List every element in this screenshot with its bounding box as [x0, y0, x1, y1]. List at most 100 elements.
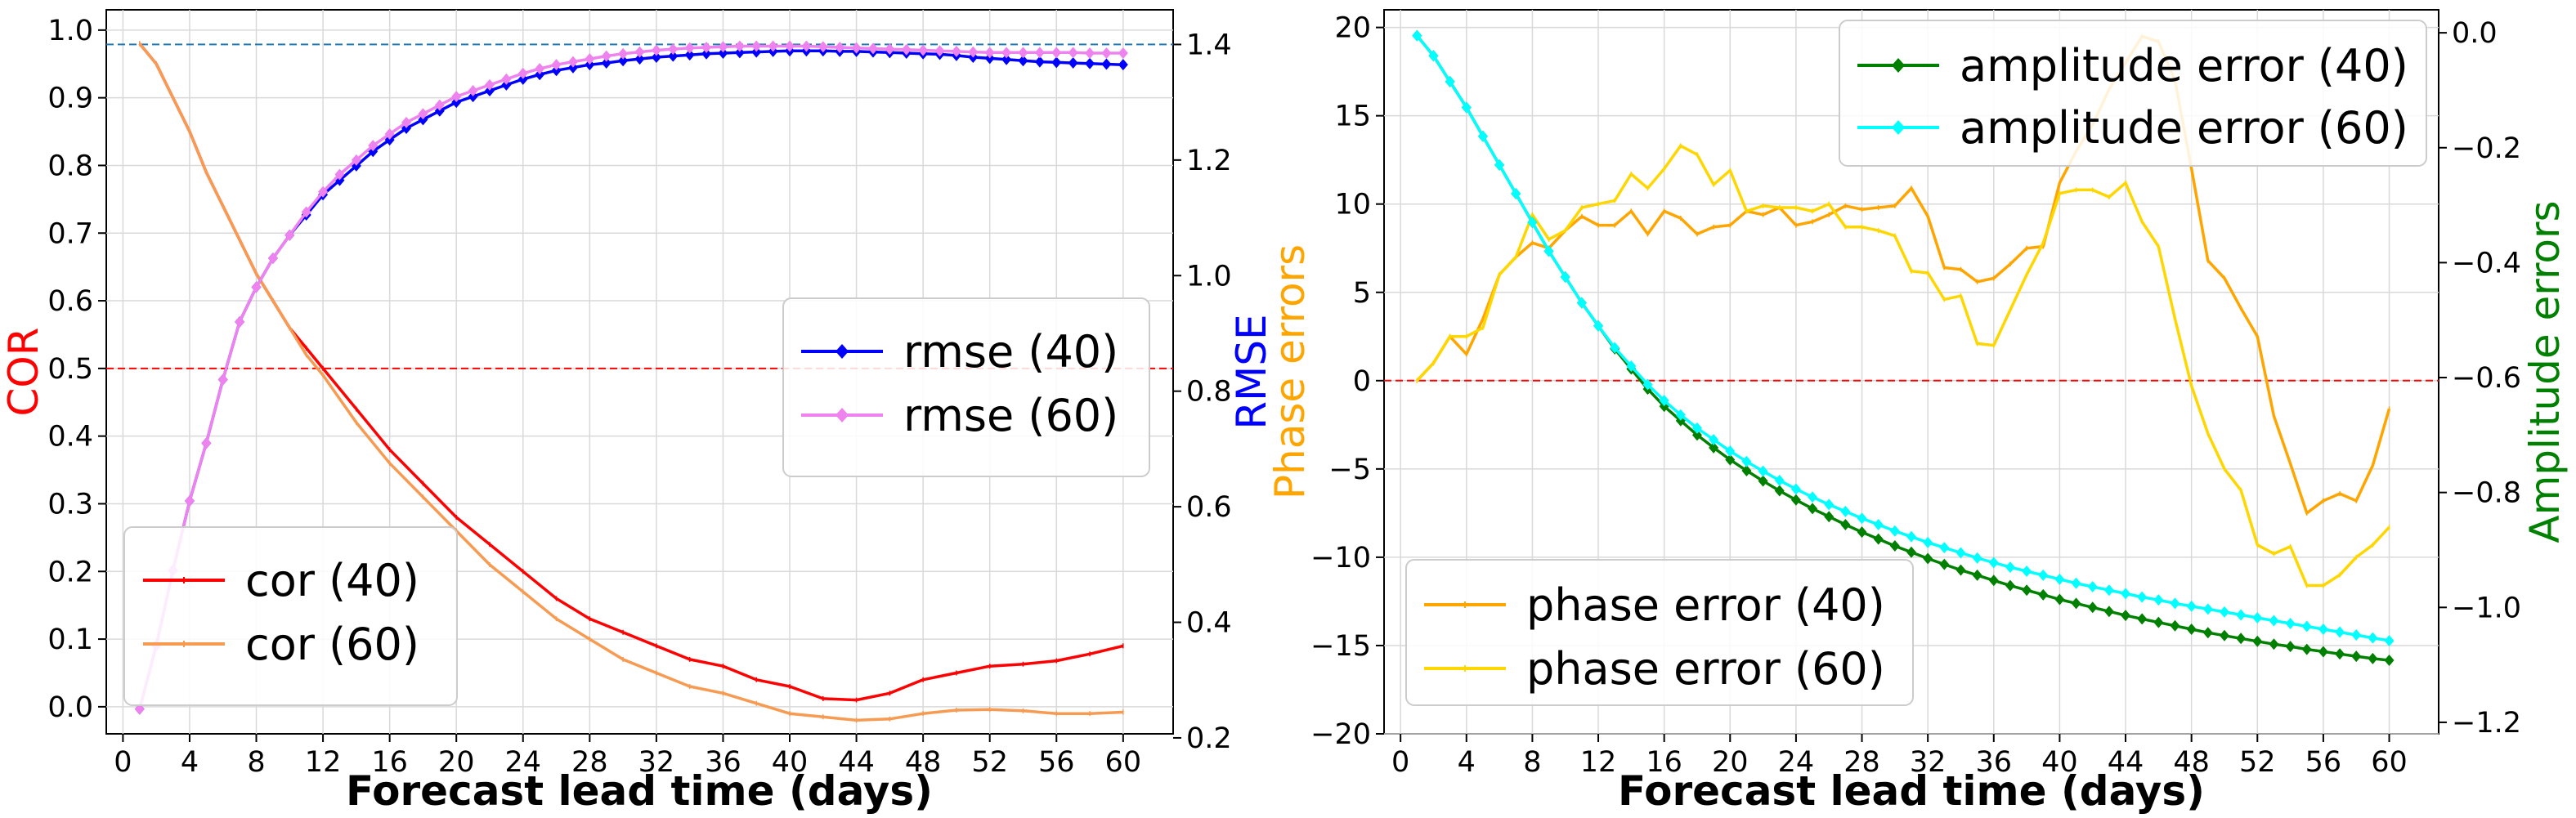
series-line	[1416, 34, 2391, 515]
data-point	[1939, 558, 1950, 570]
data-point	[1988, 574, 1999, 587]
data-point	[468, 84, 478, 96]
y-tick-label: 20	[1334, 12, 1371, 45]
data-point	[1610, 342, 1620, 354]
x-tick-label: 8	[247, 746, 265, 779]
data-point	[2351, 650, 2362, 663]
y2-tick-label: −1.0	[2452, 592, 2521, 624]
data-point	[1725, 445, 1736, 458]
x-tick-label: 8	[1523, 746, 1541, 779]
data-point	[2103, 606, 2114, 618]
data-point	[1889, 540, 1900, 552]
data-point	[134, 703, 145, 715]
data-point	[535, 69, 545, 81]
data-point	[718, 47, 728, 60]
x-tick-label: 32	[638, 746, 675, 779]
data-point	[1906, 530, 1916, 543]
data-point	[1808, 503, 1818, 515]
data-point	[1709, 441, 1719, 454]
data-point	[2121, 610, 2131, 622]
data-point	[2202, 603, 2213, 615]
data-point	[2335, 648, 2345, 660]
y-tick-label: 15	[1334, 101, 1371, 133]
left-y2-axis-label: RMSE	[1228, 314, 1275, 429]
legend-label: amplitude error (40)	[1960, 40, 2408, 92]
data-point	[2269, 638, 2279, 650]
x-tick-label: 56	[2305, 746, 2342, 779]
data-point	[2285, 641, 2296, 653]
left-legend-cor: cor (40) cor (60)	[123, 526, 458, 706]
data-point	[668, 50, 679, 62]
data-point	[684, 49, 695, 61]
data-point	[2153, 616, 2164, 628]
y-tick-label: 0.9	[47, 83, 93, 115]
data-point	[1001, 47, 1012, 59]
data-point	[2318, 646, 2328, 658]
data-point	[1840, 519, 1851, 531]
y2-tick-label: −0.2	[2452, 132, 2521, 165]
data-point	[1691, 429, 1702, 441]
data-point	[334, 168, 345, 181]
legend-marker	[1892, 58, 1905, 73]
data-point	[2170, 619, 2180, 632]
right-x-axis-label: Forecast lead time (days)	[1618, 767, 2205, 815]
data-point	[2335, 626, 2345, 638]
data-point	[1824, 511, 1835, 523]
x-tick-label: 52	[971, 746, 1008, 779]
data-point	[1593, 320, 1604, 332]
data-point	[517, 67, 528, 79]
data-point	[968, 46, 979, 58]
data-point	[2087, 601, 2098, 614]
x-tick-label: 4	[1458, 746, 1476, 779]
data-point	[1857, 526, 1867, 539]
data-point	[451, 96, 462, 109]
y-tick-label: −5	[1328, 454, 1371, 486]
data-point	[751, 46, 762, 58]
right-y-axis-label: Phase errors	[1266, 244, 1314, 499]
y-tick-label: 5	[1353, 277, 1371, 310]
data-point	[885, 43, 895, 56]
data-point	[701, 47, 712, 60]
data-point	[451, 91, 462, 103]
data-point	[368, 140, 379, 152]
data-point	[1691, 422, 1702, 434]
data-point	[618, 47, 629, 60]
x-tick-label: 40	[772, 746, 809, 779]
data-point	[1939, 542, 1950, 554]
x-tick-label: 20	[1712, 746, 1749, 779]
data-point	[535, 63, 545, 75]
data-point	[201, 437, 212, 449]
data-point	[235, 315, 245, 328]
series-line	[1416, 144, 2390, 588]
y-tick-label: 0.8	[47, 150, 93, 182]
data-point	[1956, 547, 1966, 559]
x-tick-label: 44	[838, 746, 875, 779]
right-y2-axis-label: Amplitude errors	[2521, 200, 2569, 543]
data-point	[1101, 47, 1112, 60]
left-y-axis-label: COR	[0, 327, 47, 416]
x-tick-label: 36	[1976, 746, 2013, 779]
y-tick-label: 0.6	[47, 285, 93, 318]
data-point	[2087, 580, 2098, 592]
data-point	[1018, 47, 1028, 59]
data-point	[984, 52, 995, 65]
data-point	[351, 154, 361, 166]
data-point	[1118, 59, 1128, 71]
data-point	[1873, 519, 1884, 531]
data-point	[2170, 597, 2180, 610]
data-point	[1774, 474, 1785, 486]
data-point	[2301, 620, 2312, 632]
data-point	[1428, 50, 1439, 62]
y-tick-label: 0.1	[47, 624, 93, 656]
data-point	[1725, 454, 1736, 466]
series-line	[138, 42, 1123, 722]
data-point	[318, 186, 329, 198]
data-point	[2153, 594, 2164, 606]
right-y2-ticks: −1.2 −1.0 −0.8 −0.6 −0.4 −0.2 0.0	[2439, 17, 2521, 740]
y-tick-label: 0.4	[47, 421, 93, 454]
data-point	[184, 495, 195, 507]
data-point	[2368, 632, 2378, 644]
data-point	[1085, 57, 1095, 69]
legend-label: rmse (40)	[903, 326, 1118, 378]
data-point	[1068, 57, 1078, 69]
